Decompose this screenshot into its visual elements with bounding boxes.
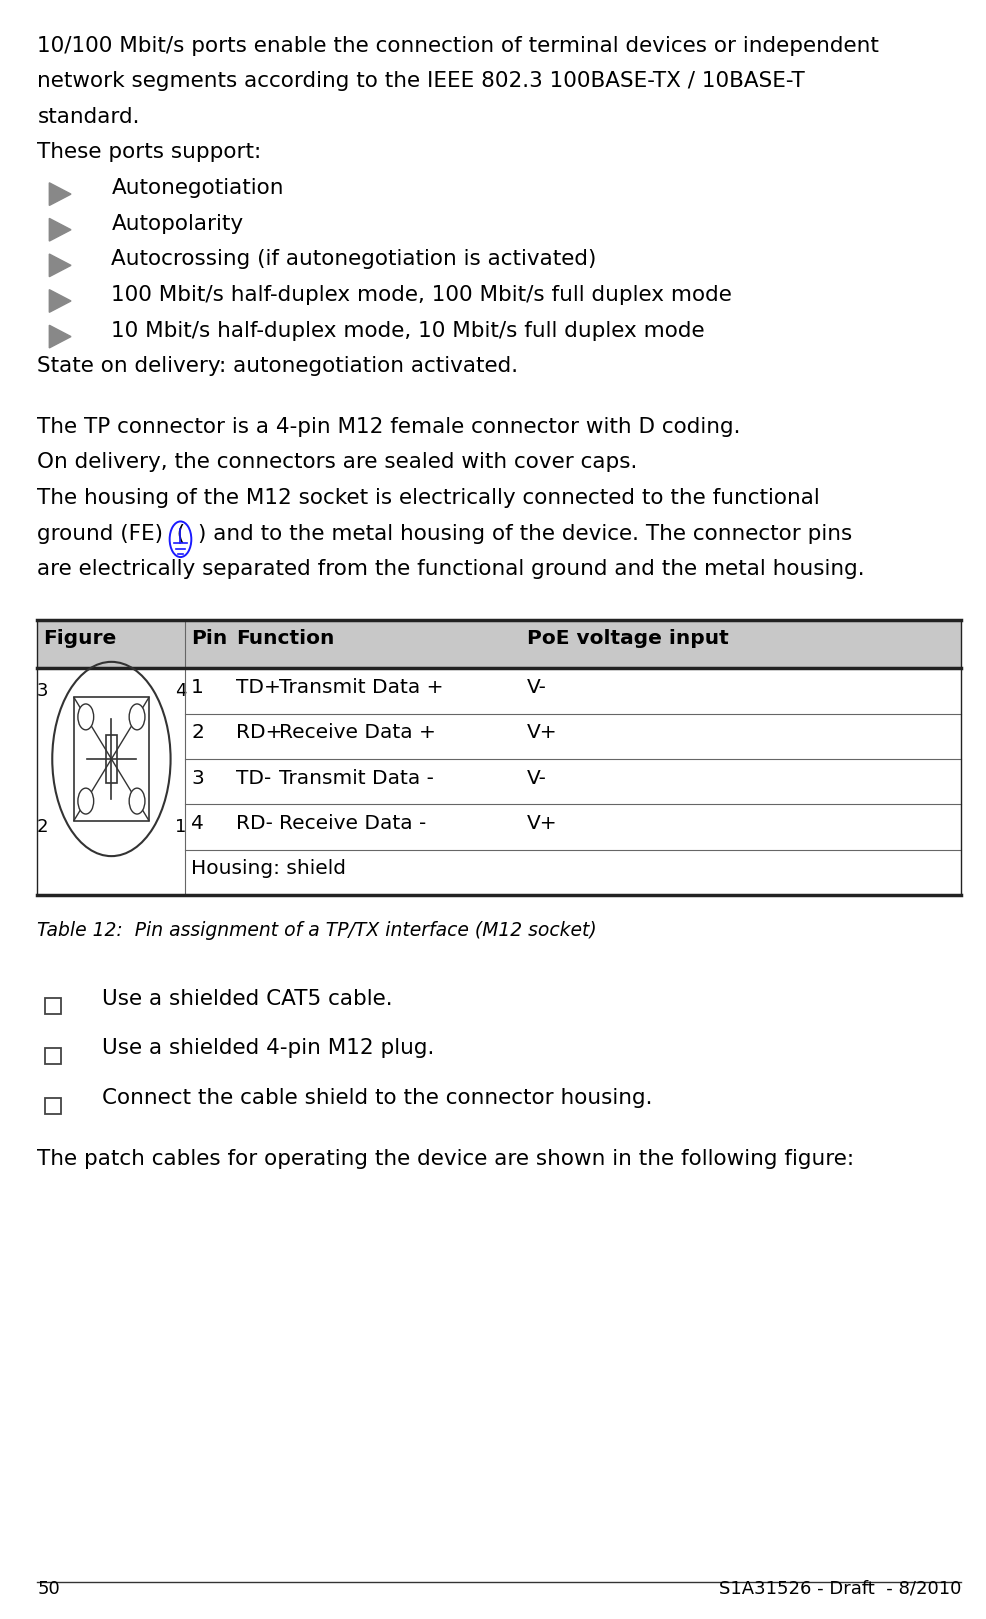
Text: The housing of the M12 socket is electrically connected to the functional: The housing of the M12 socket is electri… <box>37 487 820 508</box>
Polygon shape <box>49 290 71 312</box>
Text: TD-: TD- <box>236 769 271 788</box>
Text: Table 12:  Pin assignment of a TP/TX interface (M12 socket): Table 12: Pin assignment of a TP/TX inte… <box>37 921 598 941</box>
Bar <box>45 999 61 1013</box>
Text: V+: V+ <box>527 724 557 743</box>
Text: Figure: Figure <box>43 630 116 649</box>
Bar <box>106 735 117 784</box>
Text: 100 Mbit/s half-duplex mode, 100 Mbit/s full duplex mode: 100 Mbit/s half-duplex mode, 100 Mbit/s … <box>111 285 733 304</box>
Text: Autopolarity: Autopolarity <box>111 214 244 233</box>
Text: 50: 50 <box>37 1580 60 1598</box>
Circle shape <box>78 704 94 730</box>
Text: are electrically separated from the functional ground and the metal housing.: are electrically separated from the func… <box>37 559 865 580</box>
Text: Transmit Data +: Transmit Data + <box>279 678 444 698</box>
Text: Autocrossing (if autonegotiation is activated): Autocrossing (if autonegotiation is acti… <box>111 249 597 269</box>
Polygon shape <box>49 254 71 277</box>
Text: S1A31526 - Draft  - 8/2010: S1A31526 - Draft - 8/2010 <box>719 1580 961 1598</box>
Text: 3: 3 <box>36 682 48 699</box>
Text: Receive Data +: Receive Data + <box>279 724 436 743</box>
Text: Use a shielded 4-pin M12 plug.: Use a shielded 4-pin M12 plug. <box>102 1038 434 1059</box>
Text: The patch cables for operating the device are shown in the following figure:: The patch cables for operating the devic… <box>37 1149 855 1169</box>
Text: 2: 2 <box>191 724 204 743</box>
Text: 3: 3 <box>191 769 204 788</box>
Text: V+: V+ <box>527 814 557 834</box>
Text: Transmit Data -: Transmit Data - <box>279 769 434 788</box>
Text: 4: 4 <box>191 814 204 834</box>
Text: 4: 4 <box>175 682 186 699</box>
Polygon shape <box>49 219 71 241</box>
Text: 1: 1 <box>175 818 186 835</box>
Text: 2: 2 <box>36 818 48 835</box>
Text: PoE voltage input: PoE voltage input <box>527 630 729 649</box>
Text: 10/100 Mbit/s ports enable the connection of terminal devices or independent: 10/100 Mbit/s ports enable the connectio… <box>37 36 880 55</box>
Text: On delivery, the connectors are sealed with cover caps.: On delivery, the connectors are sealed w… <box>37 452 638 473</box>
Text: ground (FE)  (: ground (FE) ( <box>37 523 185 544</box>
Text: These ports support:: These ports support: <box>37 142 261 162</box>
Text: 1: 1 <box>191 678 204 698</box>
Text: 10 Mbit/s half-duplex mode, 10 Mbit/s full duplex mode: 10 Mbit/s half-duplex mode, 10 Mbit/s fu… <box>111 321 705 340</box>
Bar <box>45 1047 61 1064</box>
Bar <box>74 698 149 821</box>
Text: network segments according to the IEEE 802.3 100BASE-TX / 10BASE-T: network segments according to the IEEE 8… <box>37 71 806 91</box>
Text: RD+: RD+ <box>236 724 282 743</box>
Text: The TP connector is a 4-pin M12 female connector with D coding.: The TP connector is a 4-pin M12 female c… <box>37 416 740 437</box>
Text: State on delivery: autonegotiation activated.: State on delivery: autonegotiation activ… <box>37 356 519 376</box>
Circle shape <box>129 704 145 730</box>
Text: Use a shielded CAT5 cable.: Use a shielded CAT5 cable. <box>102 989 392 1009</box>
Text: Pin: Pin <box>191 630 228 649</box>
Text: Function: Function <box>236 630 334 649</box>
Text: TD+: TD+ <box>236 678 281 698</box>
Text: Receive Data -: Receive Data - <box>279 814 426 834</box>
Polygon shape <box>49 325 71 348</box>
Bar <box>45 1098 61 1114</box>
Text: Housing: shield: Housing: shield <box>191 860 346 879</box>
Circle shape <box>129 788 145 814</box>
Text: Connect the cable shield to the connector housing.: Connect the cable shield to the connecto… <box>102 1088 652 1109</box>
Text: Autonegotiation: Autonegotiation <box>111 178 284 198</box>
Text: ) and to the metal housing of the device. The connector pins: ) and to the metal housing of the device… <box>198 523 853 544</box>
Bar <box>37 620 961 669</box>
Text: V-: V- <box>527 678 546 698</box>
Text: V-: V- <box>527 769 546 788</box>
Text: standard.: standard. <box>37 107 140 126</box>
Text: RD-: RD- <box>236 814 272 834</box>
Polygon shape <box>49 183 71 206</box>
Circle shape <box>78 788 94 814</box>
